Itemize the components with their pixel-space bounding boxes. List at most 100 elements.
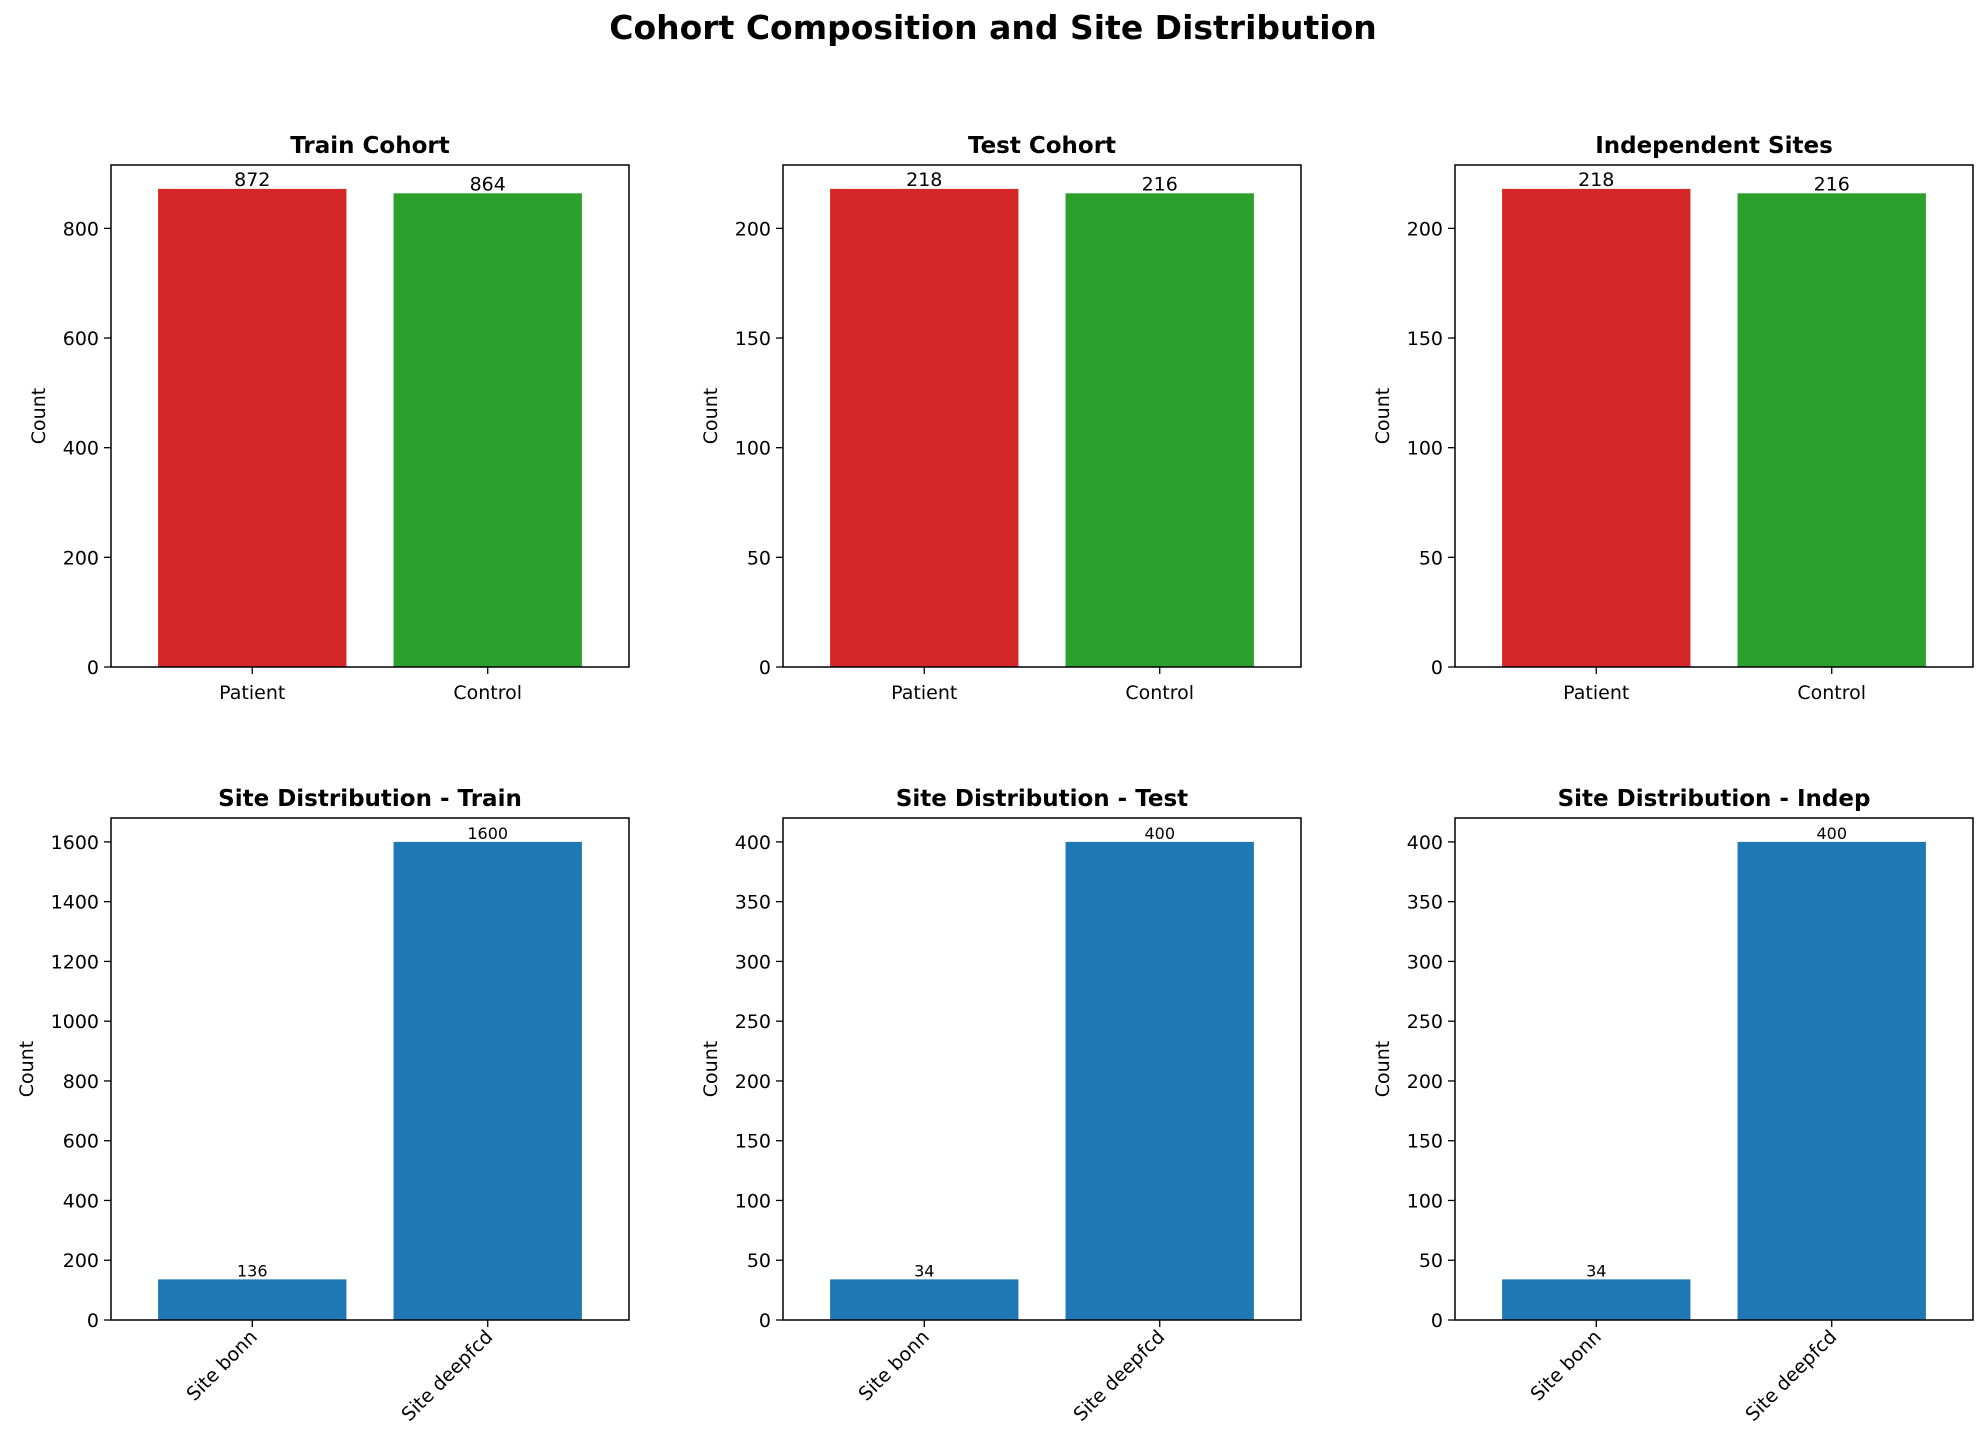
subplot-title: Site Distribution - Train [218, 786, 522, 812]
x-tick-label: Site deepfcd [1741, 1326, 1841, 1426]
y-tick-label: 600 [63, 1131, 99, 1153]
y-tick-label: 400 [63, 438, 99, 460]
x-tick-label: Control [1797, 682, 1866, 704]
bar-value-label: 218 [1578, 169, 1614, 191]
y-tick-label: 300 [735, 951, 771, 973]
bar-control [393, 193, 582, 667]
bar-value-label: 136 [237, 1261, 268, 1280]
y-tick-label: 1400 [51, 892, 99, 914]
y-tick-label: 0 [759, 657, 771, 679]
y-tick-label: 100 [1407, 1190, 1443, 1212]
subplot-title: Site Distribution - Test [896, 786, 1188, 812]
y-tick-label: 0 [87, 1310, 99, 1332]
x-tick-label: Patient [219, 682, 285, 704]
y-tick-label: 200 [735, 218, 771, 240]
bar-value-label: 400 [1816, 824, 1847, 843]
bar-patient [830, 188, 1019, 667]
y-tick-label: 100 [1407, 438, 1443, 460]
y-tick-label: 400 [735, 832, 771, 854]
subplot-title: Test Cohort [968, 133, 1116, 159]
subplot-3: 218 216 0 50 100 150 200 Patient Control Count Ind… [1372, 133, 1974, 704]
y-tick-label: 0 [1431, 657, 1443, 679]
bar-value-label: 400 [1144, 824, 1175, 843]
y-axis-label: Count [16, 1041, 38, 1097]
x-tick-label: Site bonn [182, 1326, 261, 1405]
axes-frame [1454, 817, 1974, 1321]
axes-frame [1454, 164, 1974, 668]
bar-control [1065, 193, 1254, 667]
y-tick-label: 1600 [51, 832, 99, 854]
y-tick-label: 150 [735, 1131, 771, 1153]
bar-site-bonn [830, 1279, 1019, 1320]
bar-site-deepfcd [393, 841, 582, 1320]
subplot-title: Site Distribution - Indep [1558, 786, 1871, 812]
y-tick-label: 200 [63, 547, 99, 569]
y-tick-label: 50 [1419, 1250, 1443, 1272]
y-axis-label: Count [700, 388, 722, 444]
bar-value-label: 216 [1142, 173, 1178, 195]
y-tick-label: 100 [735, 1190, 771, 1212]
x-tick-label: Control [1125, 682, 1194, 704]
y-axis-label: Count [28, 388, 50, 444]
y-tick-label: 250 [1407, 1011, 1443, 1033]
bar-value-label: 34 [914, 1261, 934, 1280]
x-tick-label: Patient [1563, 682, 1629, 704]
y-tick-label: 1000 [51, 1011, 99, 1033]
x-tick-label: Site bonn [1526, 1326, 1605, 1405]
bar-patient [1502, 188, 1691, 667]
subplot-6: 34 400 0 50 100 150 200 250 300 350 400 Site bonn Si… [1372, 786, 1974, 1426]
x-tick-label: Control [453, 682, 522, 704]
y-tick-label: 200 [735, 1071, 771, 1093]
bar-value-label: 872 [234, 169, 270, 191]
y-tick-label: 800 [63, 1071, 99, 1093]
y-tick-label: 300 [1407, 951, 1443, 973]
subplot-2: 218 216 0 50 100 150 200 Patient Control Count Tes… [700, 133, 1302, 704]
y-tick-label: 400 [63, 1190, 99, 1212]
x-tick-label: Site deepfcd [1069, 1326, 1169, 1426]
y-tick-label: 800 [63, 218, 99, 240]
y-tick-label: 50 [747, 1250, 771, 1272]
y-tick-label: 50 [1419, 547, 1443, 569]
bar-site-deepfcd [1065, 841, 1254, 1320]
bar-site-bonn [158, 1279, 347, 1320]
subplot-title: Train Cohort [290, 133, 449, 159]
y-tick-label: 600 [63, 328, 99, 350]
axes-frame [782, 817, 1302, 1321]
x-tick-label: Patient [891, 682, 957, 704]
y-tick-label: 0 [759, 1310, 771, 1332]
bar-patient [158, 188, 347, 667]
axes-frame [110, 817, 630, 1321]
y-tick-label: 150 [1407, 328, 1443, 350]
y-tick-label: 200 [1407, 218, 1443, 240]
bar-site-bonn [1502, 1279, 1691, 1320]
bar-site-deepfcd [1737, 841, 1926, 1320]
y-axis-label: Count [700, 1041, 722, 1097]
subplot-5: 34 400 0 50 100 150 200 250 300 350 400 Site bonn Si… [700, 786, 1302, 1426]
y-tick-label: 0 [1431, 1310, 1443, 1332]
y-tick-label: 350 [735, 892, 771, 914]
bar-value-label: 216 [1814, 173, 1850, 195]
axes-frame [110, 164, 630, 668]
y-tick-label: 150 [1407, 1131, 1443, 1153]
x-tick-label: Site deepfcd [397, 1326, 497, 1426]
y-tick-label: 400 [1407, 832, 1443, 854]
bar-value-label: 1600 [467, 824, 508, 843]
y-tick-label: 200 [63, 1250, 99, 1272]
y-tick-label: 250 [735, 1011, 771, 1033]
subplot-1: 872 864 0 200 400 600 800 Patient Control Count Tr… [28, 133, 630, 704]
bar-control [1737, 193, 1926, 667]
y-tick-label: 150 [735, 328, 771, 350]
axes-frame [782, 164, 1302, 668]
y-tick-label: 50 [747, 547, 771, 569]
x-tick-label: Site bonn [854, 1326, 933, 1405]
bar-value-label: 34 [1586, 1261, 1606, 1280]
y-axis-label: Count [1372, 388, 1394, 444]
figure-title: Cohort Composition and Site Distribution [609, 8, 1377, 47]
y-axis-label: Count [1372, 1041, 1394, 1097]
y-tick-label: 200 [1407, 1071, 1443, 1093]
y-tick-label: 100 [735, 438, 771, 460]
subplot-4: 136 1600 0 200 400 600 800 1000 1200 1400 1600 Site… [16, 786, 630, 1426]
bar-value-label: 864 [470, 173, 506, 195]
y-tick-label: 0 [87, 657, 99, 679]
